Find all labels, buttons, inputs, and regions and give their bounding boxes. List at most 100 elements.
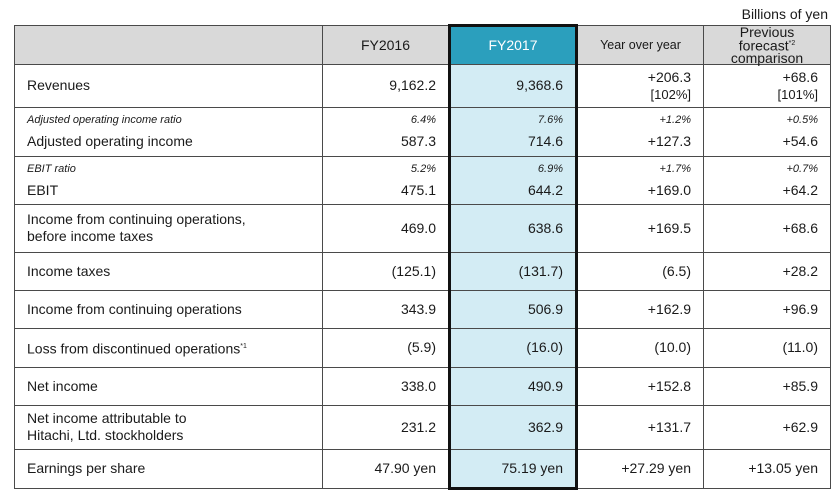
cell-fy2017: 638.6 [448, 203, 578, 253]
value: +64.2 [782, 181, 818, 198]
cell-fy2016: 231.2 [322, 404, 450, 450]
cell-yoy: +27.29 yen [576, 448, 704, 489]
table-row-eps: Earnings per share 47.90 yen 75.19 yen +… [14, 448, 831, 490]
cell-fy2017: (16.0) [448, 327, 578, 368]
row-label-line1: Net income attributable to [27, 410, 187, 427]
row-label: Loss from discontinued operations [27, 340, 241, 357]
header-fy2016: FY2016 [322, 25, 450, 65]
cell-fy2017: (131.7) [448, 251, 578, 291]
ratio-value: 6.9% [537, 162, 563, 175]
cell-forecast: +0.7% +64.2 [703, 155, 831, 205]
table-row-income-before-taxes: Income from continuing operations, befor… [14, 203, 831, 253]
cell-forecast: +28.2 [703, 251, 831, 291]
cell-forecast: +96.9 [703, 289, 831, 329]
value: +54.6 [782, 133, 818, 150]
cell-fy2016: (125.1) [322, 251, 450, 291]
ratio-value: +1.2% [659, 114, 692, 127]
value: 644.2 [527, 181, 563, 198]
cell-forecast: +85.9 [703, 366, 831, 406]
table-row-ebit: EBIT ratio EBIT 5.2% 475.1 6.9% 644.2 +1… [14, 155, 831, 205]
header-blank [14, 25, 323, 65]
header-yoy: Year over year [576, 25, 704, 65]
cell-fy2017: 490.9 [448, 366, 578, 406]
row-label-line2: Hitachi, Ltd. stockholders [27, 427, 184, 444]
cell-forecast: +13.05 yen [703, 448, 831, 489]
table-row-net-income-attributable: Net income attributable to Hitachi, Ltd.… [14, 404, 831, 450]
row-label-line1: Income from continuing operations, [27, 211, 246, 228]
header-forecast-line1: Previous forecast [738, 24, 795, 54]
cell-fy2016: 6.4% 587.3 [322, 106, 450, 157]
row-label: Income from continuing operations [14, 289, 323, 329]
table-row-income-continuing: Income from continuing operations 343.9 … [14, 289, 831, 329]
cell-yoy: +1.2% +127.3 [576, 106, 704, 157]
cell-fy2016: (5.9) [322, 327, 450, 368]
table-row-loss-discontinued: Loss from discontinued operations*1 (5.9… [14, 327, 831, 368]
table-row-income-taxes: Income taxes (125.1) (131.7) (6.5) +28.2 [14, 251, 831, 291]
row-label-cell: Adjusted operating income ratio Adjusted… [14, 106, 323, 157]
forecast-value: +68.6 [782, 68, 818, 85]
cell-yoy: +169.5 [576, 203, 704, 253]
cell-fy2016: 469.0 [322, 203, 450, 253]
cell-fy2016: 338.0 [322, 366, 450, 406]
cell-fy2017: 362.9 [448, 404, 578, 450]
ratio-label: EBIT ratio [27, 162, 76, 175]
cell-fy2017: 9,368.6 [448, 63, 578, 108]
ratio-value: +0.5% [786, 114, 819, 127]
table-row-revenues: Revenues 9,162.2 9,368.6 +206.3 [102%] +… [14, 63, 831, 108]
unit-note: Billions of yen [741, 6, 828, 22]
cell-fy2017: 506.9 [448, 289, 578, 329]
cell-forecast: (11.0) [703, 327, 831, 368]
table-row-adjusted-operating-income: Adjusted operating income ratio Adjusted… [14, 106, 831, 157]
forecast-percent: [101%] [777, 86, 818, 102]
ratio-label: Adjusted operating income ratio [27, 114, 182, 127]
header-fy2017: FY2017 [448, 24, 578, 65]
cell-yoy: +206.3 [102%] [576, 63, 704, 108]
table-row-net-income: Net income 338.0 490.9 +152.8 +85.9 [14, 366, 831, 406]
value: 587.3 [400, 133, 436, 150]
header-row: FY2016 FY2017 Year over year Previous fo… [14, 24, 831, 66]
cell-yoy: (10.0) [576, 327, 704, 368]
value: 475.1 [400, 181, 436, 198]
cell-yoy: +162.9 [576, 289, 704, 329]
cell-fy2016: 5.2% 475.1 [322, 155, 450, 205]
ratio-value: 5.2% [410, 162, 436, 175]
value: +127.3 [647, 133, 691, 150]
value: 714.6 [527, 133, 563, 150]
footnote-2: *2 [788, 40, 796, 47]
row-label: Earnings per share [14, 448, 323, 489]
row-label: Revenues [14, 63, 323, 108]
cell-yoy: (6.5) [576, 251, 704, 291]
footnote-1: *1 [240, 342, 247, 350]
cell-forecast: +68.6 [101%] [703, 63, 831, 108]
cell-forecast: +68.6 [703, 203, 831, 253]
cell-yoy: +152.8 [576, 366, 704, 406]
yoy-percent: [102%] [650, 86, 691, 102]
cell-yoy: +1.7% +169.0 [576, 155, 704, 205]
cell-fy2016: 47.90 yen [322, 448, 450, 489]
value: +169.0 [647, 181, 691, 198]
header-forecast: Previous forecast*2 comparison [703, 24, 831, 66]
row-label: Income taxes [14, 251, 323, 291]
cell-yoy: +131.7 [576, 404, 704, 450]
cell-forecast: +0.5% +54.6 [703, 106, 831, 157]
row-label: Adjusted operating income [27, 133, 193, 150]
row-label: EBIT [27, 181, 59, 198]
ratio-value: +0.7% [786, 162, 819, 175]
row-label-cell: Income from continuing operations, befor… [14, 203, 323, 253]
row-label: Net income [14, 366, 323, 406]
row-label-cell: EBIT ratio EBIT [14, 155, 323, 205]
row-label-line2: before income taxes [27, 228, 154, 245]
cell-forecast: +62.9 [703, 404, 831, 450]
yoy-value: +206.3 [647, 68, 691, 85]
cell-fy2016: 9,162.2 [322, 63, 450, 108]
cell-fy2017: 75.19 yen [448, 448, 578, 490]
cell-fy2017: 6.9% 644.2 [448, 155, 578, 205]
cell-fy2016: 343.9 [322, 289, 450, 329]
cell-fy2017: 7.6% 714.6 [448, 106, 578, 157]
header-forecast-line2: comparison [730, 49, 804, 66]
row-label-cell: Loss from discontinued operations*1 [14, 327, 323, 368]
financial-results-table: FY2016 FY2017 Year over year Previous fo… [14, 24, 831, 490]
ratio-value: +1.7% [659, 162, 692, 175]
ratio-value: 7.6% [537, 114, 563, 127]
ratio-value: 6.4% [410, 114, 436, 127]
